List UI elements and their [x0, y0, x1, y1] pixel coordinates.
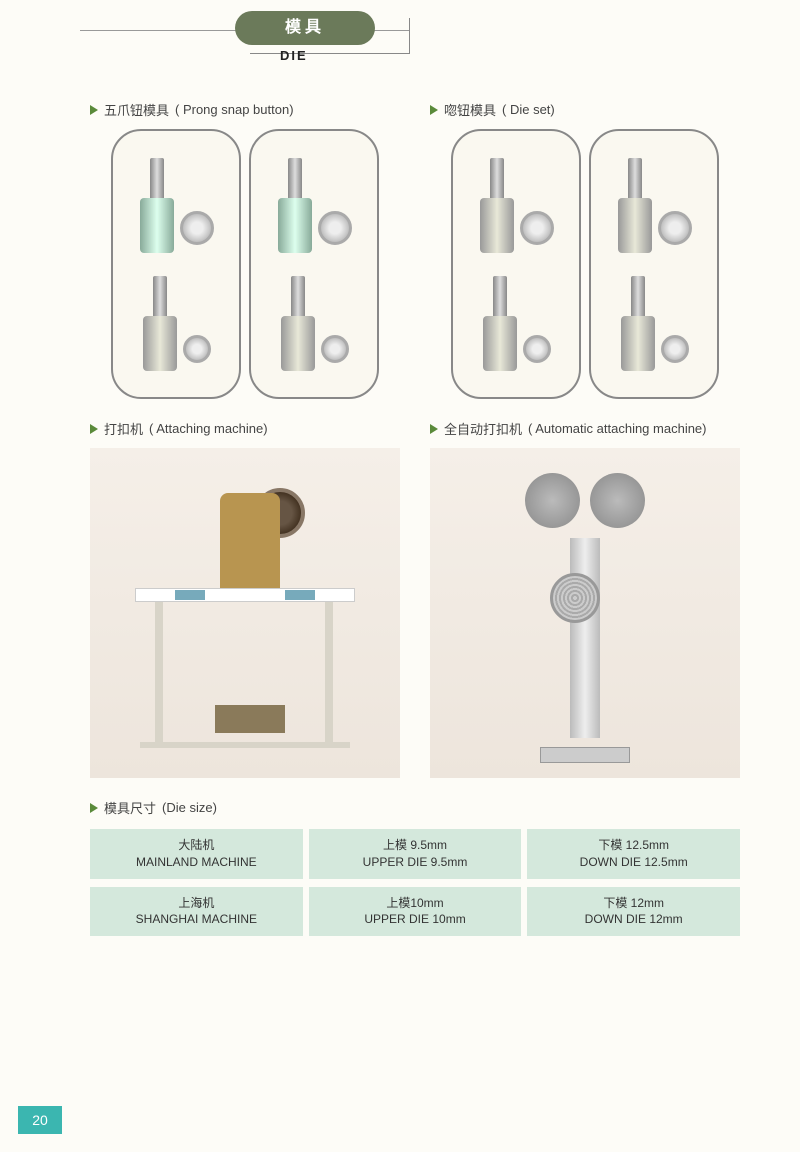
auto-cn: 全自动打扣机 [444, 419, 522, 438]
die-size-table: 大陆机 MAINLAND MACHINE 上模 9.5mm UPPER DIE … [90, 829, 740, 936]
auto-machine-image [430, 448, 740, 778]
ring-icon [658, 211, 692, 245]
prong-die-images [90, 129, 400, 399]
attach-cn: 打扣机 [104, 419, 143, 438]
upper-die-icon [276, 158, 314, 253]
ring-icon [318, 211, 352, 245]
ring-icon [661, 335, 689, 363]
section-auto-title: 全自动打扣机 ( Automatic attaching machine) [430, 419, 740, 438]
ring-icon [321, 335, 349, 363]
ring-icon [180, 211, 214, 245]
page-number: 20 [18, 1106, 62, 1134]
dieset-cn: 唿钮模具 [444, 100, 496, 119]
die-card [451, 129, 581, 399]
die-card [589, 129, 719, 399]
die-card [249, 129, 379, 399]
ring-icon [523, 335, 551, 363]
lower-die-icon [141, 276, 179, 371]
triangle-icon [430, 105, 438, 115]
header-title-en: DIE [280, 48, 308, 63]
triangle-icon [430, 424, 438, 434]
attaching-machine-image [90, 448, 400, 778]
prong-en: ( Prong snap button) [175, 102, 294, 117]
table-cell: 下模 12mm DOWN DIE 12mm [527, 887, 740, 937]
table-cell: 上模 9.5mm UPPER DIE 9.5mm [309, 829, 522, 879]
table-row: 上海机 SHANGHAI MACHINE 上模10mm UPPER DIE 10… [90, 887, 740, 937]
upper-die-icon [138, 158, 176, 253]
triangle-icon [90, 105, 98, 115]
size-cn: 模具尺寸 [104, 798, 156, 817]
die-card [111, 129, 241, 399]
table-cell: 下模 12.5mm DOWN DIE 12.5mm [527, 829, 740, 879]
table-row: 大陆机 MAINLAND MACHINE 上模 9.5mm UPPER DIE … [90, 829, 740, 879]
header-title-cn: 模具 [235, 11, 375, 45]
section-size-title: 模具尺寸 (Die size) [90, 798, 740, 817]
table-cell: 大陆机 MAINLAND MACHINE [90, 829, 303, 879]
lower-die-icon [619, 276, 657, 371]
size-en: (Die size) [162, 800, 217, 815]
dieset-images [430, 129, 740, 399]
table-cell: 上海机 SHANGHAI MACHINE [90, 887, 303, 937]
auto-en: ( Automatic attaching machine) [528, 421, 706, 436]
triangle-icon [90, 424, 98, 434]
dieset-en: ( Die set) [502, 102, 555, 117]
table-cell: 上模10mm UPPER DIE 10mm [309, 887, 522, 937]
ring-icon [520, 211, 554, 245]
section-attach-title: 打扣机 ( Attaching machine) [90, 419, 400, 438]
lower-die-icon [279, 276, 317, 371]
upper-die-icon [616, 158, 654, 253]
section-dieset-title: 唿钮模具 ( Die set) [430, 100, 740, 119]
page-header: 模具 DIE [0, 10, 800, 70]
prong-cn: 五爪钮模具 [104, 100, 169, 119]
attach-en: ( Attaching machine) [149, 421, 268, 436]
ring-icon [183, 335, 211, 363]
section-prong-title: 五爪钮模具 ( Prong snap button) [90, 100, 400, 119]
upper-die-icon [478, 158, 516, 253]
lower-die-icon [481, 276, 519, 371]
triangle-icon [90, 803, 98, 813]
